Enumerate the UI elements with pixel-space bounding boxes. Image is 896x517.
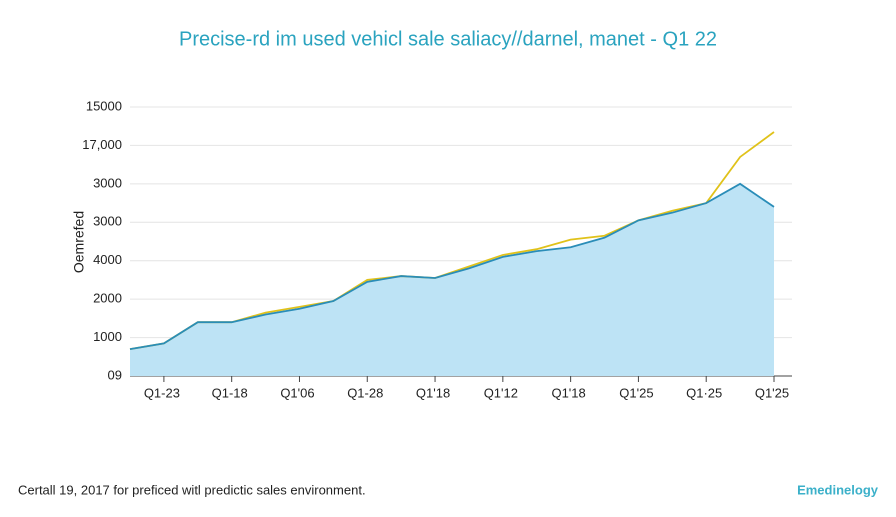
y-tick-label: 3000: [93, 175, 122, 190]
y-tick-label: 4000: [93, 252, 122, 267]
x-tick-label: Q1'18: [551, 385, 585, 400]
x-tick-label: Q1'12: [484, 385, 518, 400]
area: [130, 183, 774, 376]
y-tick-label: 2000: [93, 291, 122, 306]
x-tick-label: Q1-28: [347, 385, 383, 400]
chart-title: Precise-rd im used vehicl sale saliacy//…: [179, 28, 717, 50]
x-tick-label: Q1'18: [416, 385, 450, 400]
y-tick-label: 17,000: [82, 137, 122, 152]
y-axis-label: Oemrefed: [71, 211, 87, 273]
footer-note: Certall 19, 2017 for preficed witl predi…: [18, 482, 366, 497]
y-tick-label: 3000: [93, 214, 122, 229]
x-tick-label: Q1·25: [686, 385, 722, 400]
brand: Emedinelogy: [797, 482, 879, 497]
y-tick-label: 15000: [86, 98, 122, 113]
x-tick-label: Q1'25: [755, 385, 789, 400]
x-tick-label: Q1'06: [280, 385, 314, 400]
x-tick-label: Q1'25: [619, 385, 653, 400]
x-tick-label: Q1-23: [144, 385, 180, 400]
y-tick-label: 1000: [93, 329, 122, 344]
line: [129, 182, 775, 350]
y-tick-label: 09: [108, 367, 122, 382]
x-tick-label: Q1-18: [212, 385, 248, 400]
